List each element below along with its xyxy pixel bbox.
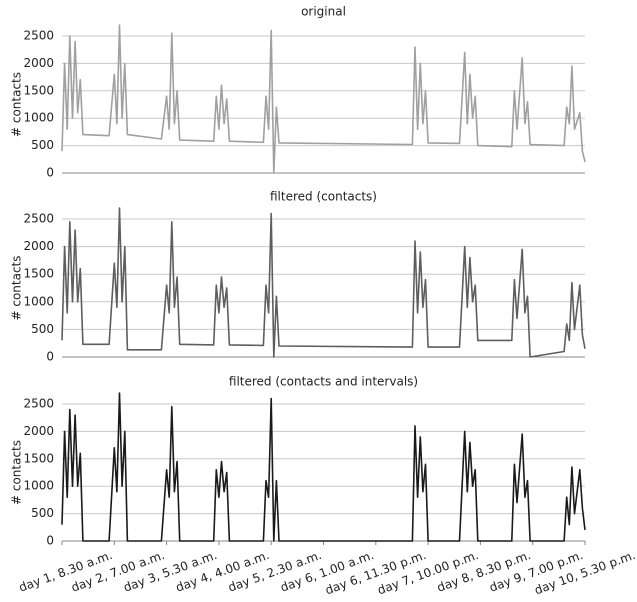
y-axis-label: # contacts <box>10 72 24 137</box>
data-line <box>61 24 586 174</box>
y-tick-label: 0 <box>46 534 54 548</box>
y-tick-label: 1500 <box>23 267 54 281</box>
y-tick-label: 0 <box>46 166 54 180</box>
y-tick-label: 500 <box>31 322 54 336</box>
y-tick-label: 500 <box>31 506 54 520</box>
y-tick-label: 1500 <box>23 451 54 465</box>
y-tick-label: 1000 <box>23 479 54 493</box>
data-line <box>61 207 586 358</box>
y-tick-label: 1000 <box>23 294 54 308</box>
y-tick-label: 2000 <box>23 239 54 253</box>
y-tick-label: 500 <box>31 138 54 152</box>
y-tick-label: 2500 <box>23 29 54 43</box>
y-tick-label: 2500 <box>23 212 54 226</box>
y-tick-label: 2000 <box>23 424 54 438</box>
y-tick-label: 2500 <box>23 397 54 411</box>
data-line <box>61 392 586 542</box>
panel-title: filtered (contacts) <box>270 190 377 204</box>
y-tick-label: 1500 <box>23 83 54 97</box>
y-axis-label: # contacts <box>10 255 24 320</box>
panel-title: filtered (contacts and intervals) <box>229 375 418 389</box>
panel-title: original <box>301 5 346 19</box>
y-tick-label: 2000 <box>23 56 54 70</box>
y-tick-label: 0 <box>46 350 54 364</box>
y-tick-label: 1000 <box>23 111 54 125</box>
y-axis-label: # contacts <box>10 440 24 505</box>
